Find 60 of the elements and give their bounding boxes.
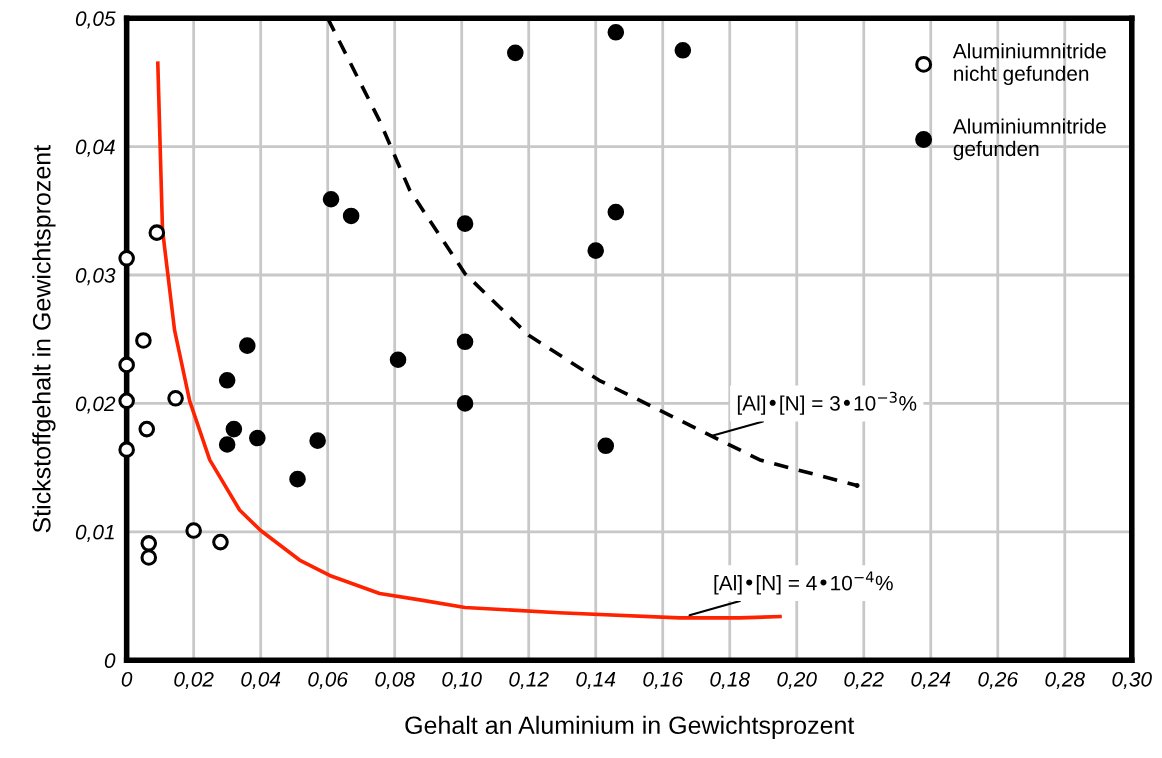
point [212, 533, 229, 551]
point [456, 215, 474, 232]
x-tick-label: 0,26 [978, 671, 1019, 690]
point [148, 224, 166, 241]
point [607, 24, 625, 41]
point [289, 470, 306, 488]
x-tick-label: 0,06 [308, 671, 348, 690]
point [456, 395, 474, 412]
x-tick-label: 0,04 [241, 671, 281, 690]
point [597, 437, 615, 455]
x-tick-label: 0,10 [442, 671, 482, 690]
legend-label: Aluminiumnitride gefunden [952, 118, 1106, 161]
y-axis-title: Stickstoffgehalt in Gewichtsprozent [32, 145, 56, 533]
x-tick-label: 0,08 [375, 671, 415, 690]
point [607, 203, 625, 221]
y-tick-label: 0,01 [75, 524, 114, 543]
x-tick-label: 0,20 [777, 671, 817, 690]
point [249, 429, 266, 447]
point [342, 207, 360, 225]
point [507, 44, 524, 62]
x-tick-label: 0,16 [643, 671, 683, 690]
x-tick-label: 0,02 [174, 671, 214, 690]
y-tick-label: 0,04 [75, 139, 115, 157]
y-tick-label: 0,05 [75, 11, 116, 29]
point [456, 333, 474, 351]
point [389, 351, 407, 369]
x-tick-label: 0 [121, 671, 133, 687]
point [322, 190, 340, 208]
point [138, 420, 156, 438]
y-tick-label: 0,02 [75, 396, 116, 414]
point [674, 41, 692, 59]
point [118, 392, 135, 410]
point [238, 337, 256, 354]
legend-label: Aluminiumnitride nicht gefunden [952, 43, 1106, 86]
point [140, 549, 158, 566]
annotation: [Al]•[N] = 4•10$^{−4}$% [714, 571, 893, 595]
x-axis-title: Gehalt an Aluminium in Gewichtsprozent [405, 715, 855, 740]
point [854, 483, 860, 489]
point [218, 436, 236, 453]
point [587, 242, 605, 259]
y-tick-label: 0,03 [75, 268, 116, 286]
x-tick-label: 0,12 [509, 671, 549, 690]
x-tick-label: 0,28 [1045, 671, 1085, 690]
x-tick-label: 0,24 [911, 671, 951, 690]
point [225, 420, 243, 438]
point [135, 332, 152, 349]
point [309, 432, 326, 449]
x-tick-label: 0,14 [576, 671, 616, 690]
annotation: [Al]•[N] = 3•10$^{−3}$% [737, 391, 917, 415]
point [118, 441, 135, 458]
point [118, 356, 135, 374]
point [167, 389, 184, 407]
x-tick-label: 0,18 [710, 671, 750, 690]
x-tick-label: 0,22 [844, 671, 884, 690]
y-tick-label: 0 [104, 653, 116, 668]
point [140, 535, 158, 552]
point [118, 250, 135, 267]
point [185, 522, 202, 539]
point [218, 372, 236, 389]
x-tick-label: 0,30 [1112, 671, 1152, 690]
